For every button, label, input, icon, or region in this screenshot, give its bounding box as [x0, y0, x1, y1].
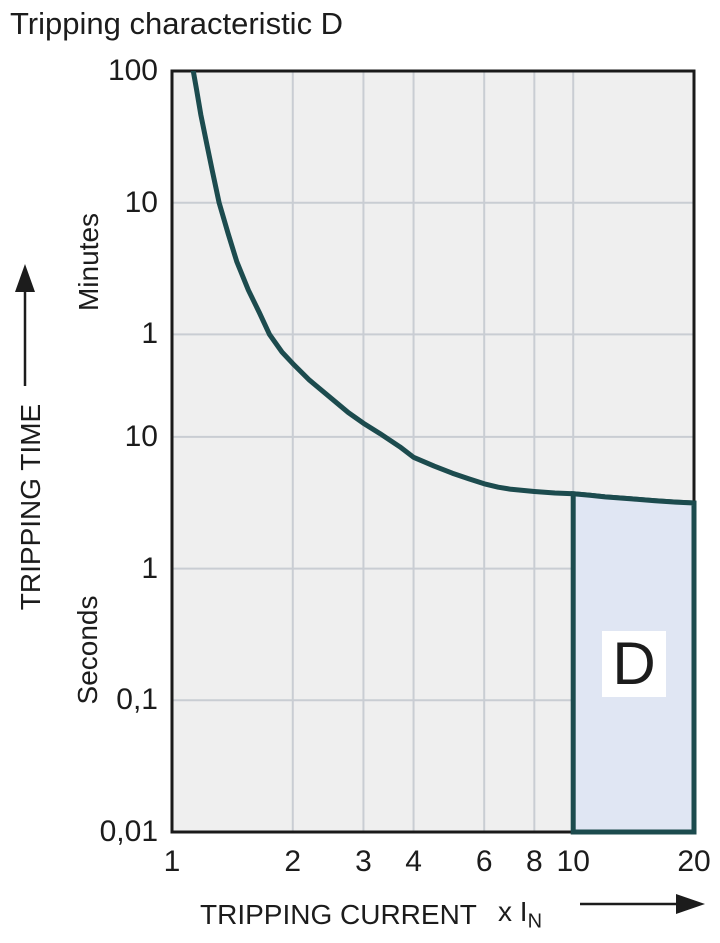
- x-tick-label: 1: [163, 845, 181, 878]
- x-tick-label: 10: [556, 845, 590, 878]
- y-tick-label: 1: [141, 317, 158, 351]
- x-tick-label: 3: [355, 845, 372, 878]
- y-tick-label: 0,01: [99, 815, 158, 848]
- y-tick-label: 0,1: [116, 683, 158, 717]
- up-arrow-icon: [15, 264, 35, 386]
- x-tick-label: 6: [475, 845, 493, 878]
- x-axis-title: TRIPPING CURRENT: [200, 899, 477, 930]
- x-axis-multiplier-subscript: N: [527, 910, 543, 933]
- plot-border: [170, 69, 696, 834]
- x-tick-label: 20: [677, 845, 711, 878]
- x-tick-label: 8: [525, 845, 543, 878]
- x-axis-multiplier-text: x I: [498, 896, 528, 927]
- chart-title: Tripping characteristic D: [10, 6, 344, 41]
- right-arrow-icon: [580, 894, 705, 914]
- x-axis-multiplier: x IN: [498, 896, 542, 934]
- y-tick-label: 100: [107, 54, 158, 87]
- y-tick-label: 10: [124, 185, 158, 219]
- y-tick-label: 1: [141, 551, 158, 585]
- y-tick-label: 10: [124, 419, 158, 453]
- x-tick-label: 4: [405, 845, 422, 878]
- x-tick-label: 2: [284, 845, 302, 878]
- region-d-label: D: [602, 631, 666, 697]
